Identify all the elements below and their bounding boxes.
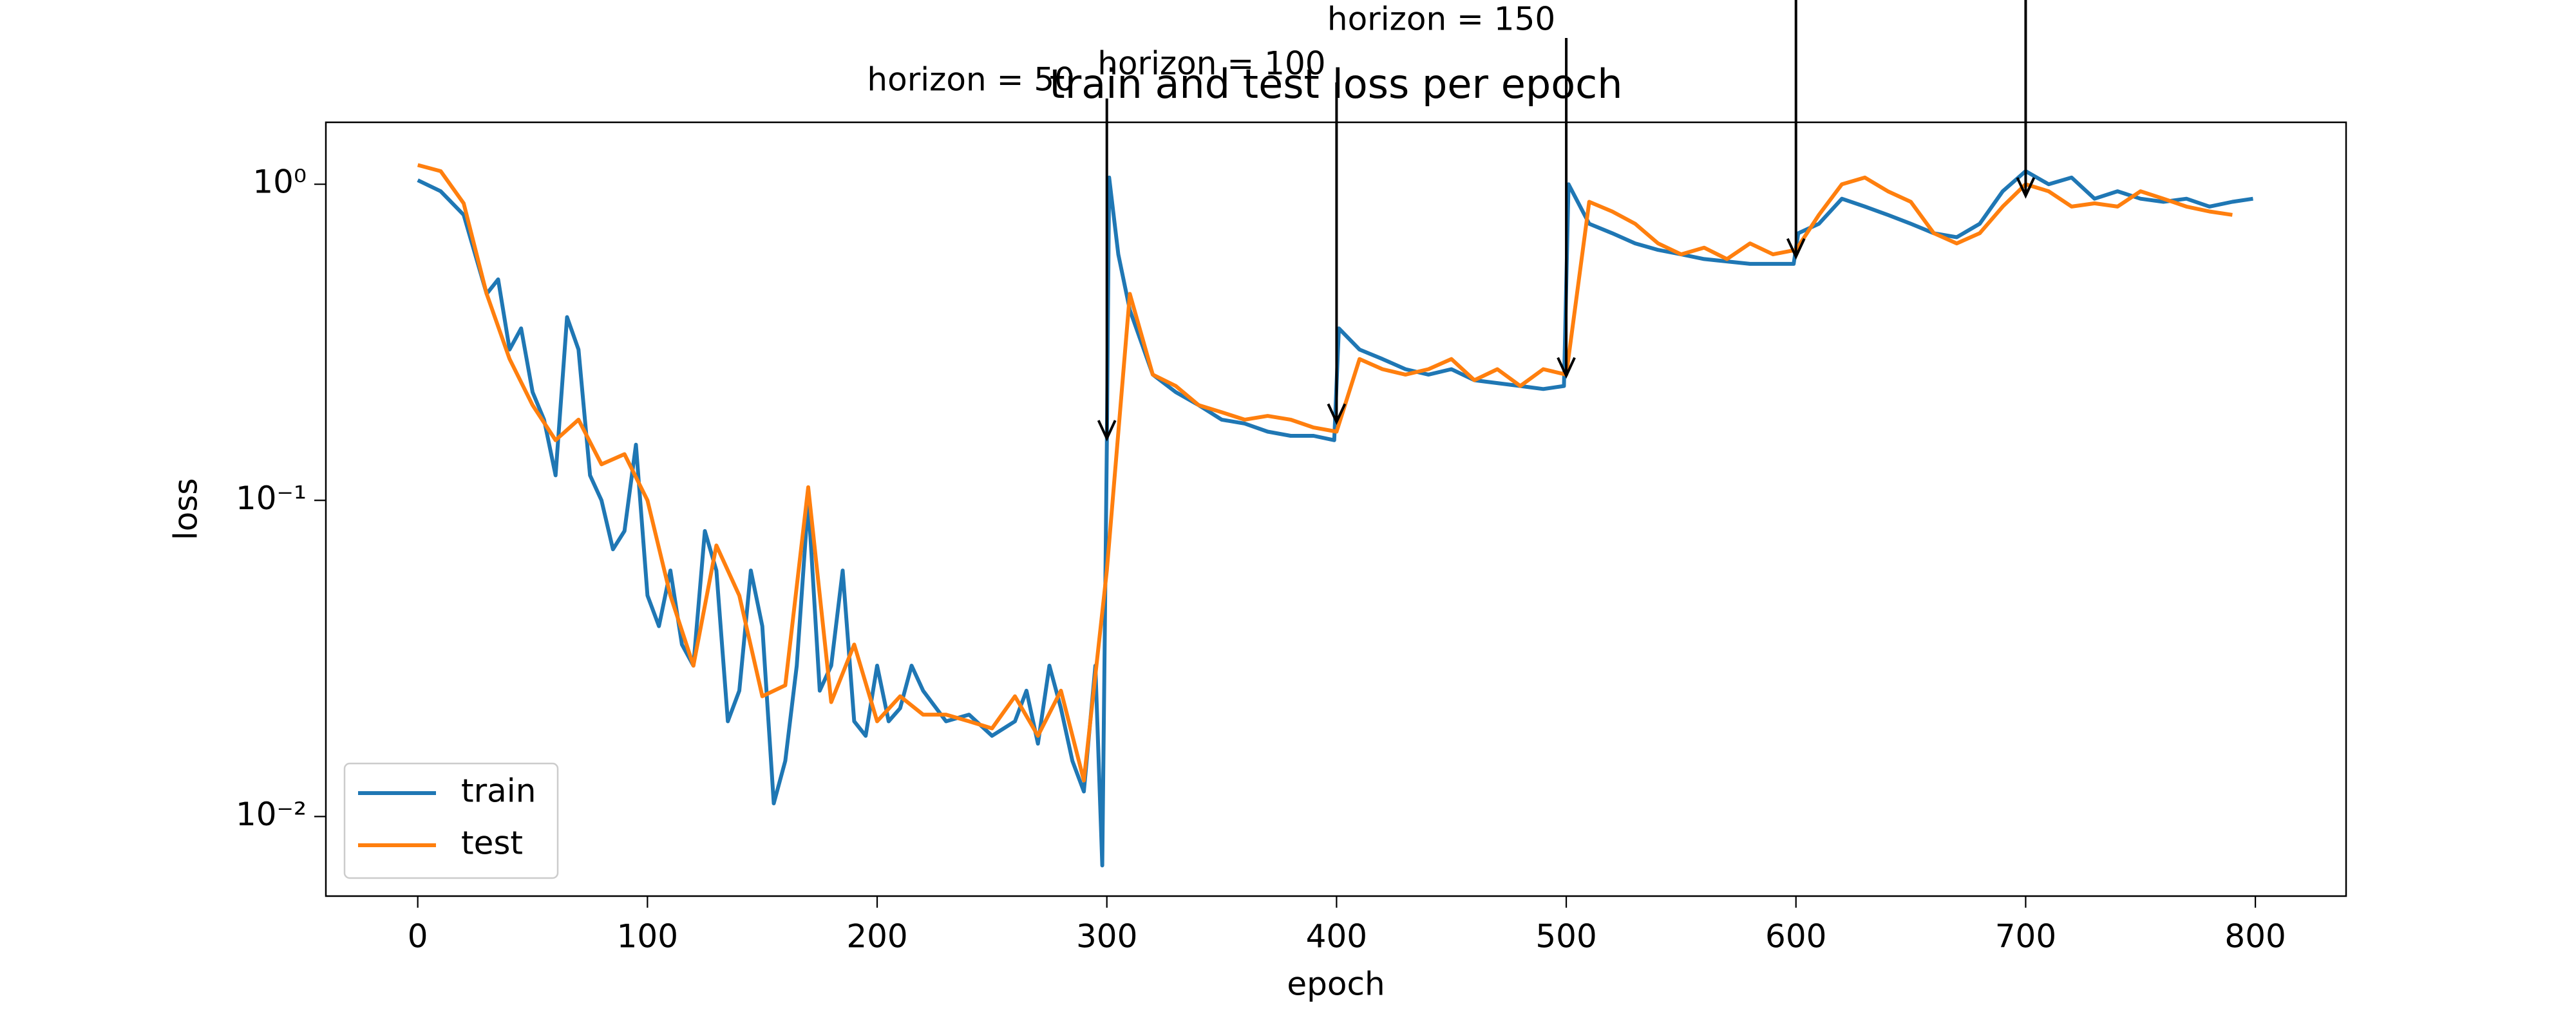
legend-label: train xyxy=(461,772,536,810)
annotation-arrow xyxy=(1327,82,1347,426)
annotation-label: horizon = 100 xyxy=(1097,45,1325,82)
y-tick-label: 10⁻² xyxy=(236,796,307,833)
x-axis-label: epoch xyxy=(1287,966,1385,1003)
annotation-arrow xyxy=(1557,38,1576,379)
legend-label: test xyxy=(461,825,523,862)
y-axis-label: loss xyxy=(167,478,205,541)
annotation-label: horizon = 150 xyxy=(1327,1,1555,38)
x-tick-label: 400 xyxy=(1306,918,1367,955)
annotation-arrow xyxy=(1786,0,1806,260)
x-tick-label: 600 xyxy=(1765,918,1826,955)
y-tick-label: 10⁻¹ xyxy=(236,480,307,517)
annotation-arrow xyxy=(2016,0,2036,199)
x-tick-label: 500 xyxy=(1535,918,1596,955)
x-tick-label: 0 xyxy=(408,918,428,955)
x-tick-label: 800 xyxy=(2224,918,2286,955)
annotation-arrow xyxy=(1097,98,1117,442)
x-tick-label: 700 xyxy=(1995,918,2056,955)
chart-title: train and test loss per epoch xyxy=(1049,61,1622,108)
x-tick-label: 200 xyxy=(846,918,907,955)
x-tick-label: 100 xyxy=(617,918,678,955)
y-tick-label: 10⁰ xyxy=(252,164,307,201)
series-line xyxy=(417,163,2233,783)
annotation-label: horizon = 50 xyxy=(867,61,1075,98)
x-tick-label: 300 xyxy=(1076,918,1137,955)
